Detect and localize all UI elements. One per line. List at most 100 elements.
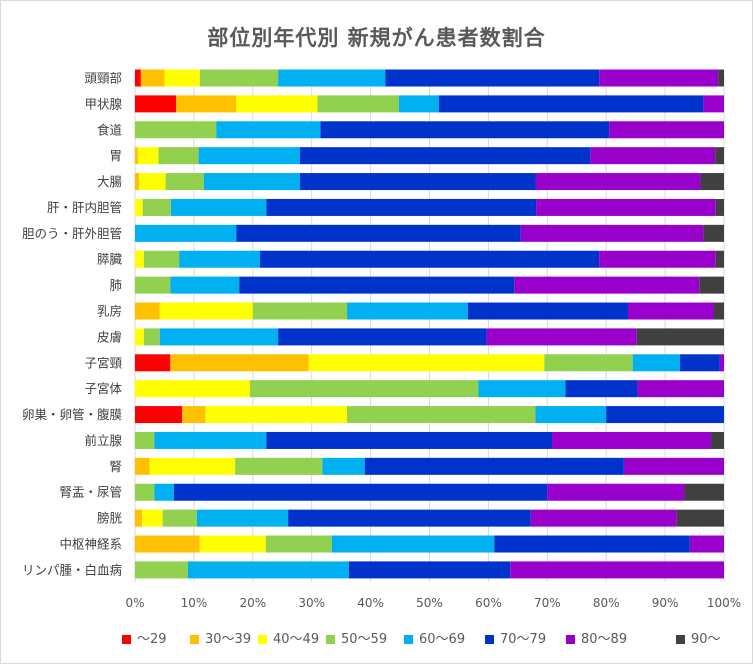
- bar-segment: [438, 95, 704, 113]
- bar-segment: [266, 431, 553, 449]
- bar-segment: [196, 509, 289, 527]
- legend-label: 50～59: [341, 632, 388, 647]
- bar-segment: [547, 483, 685, 501]
- bar-segment: [320, 121, 610, 139]
- bar-segment: [239, 276, 515, 294]
- bar-segment: [266, 198, 537, 216]
- bar-segment: [135, 147, 138, 165]
- bar-segment: [135, 95, 177, 113]
- bar-segment: [535, 406, 607, 424]
- bar-segment: [535, 173, 701, 191]
- bar-segment: [552, 431, 712, 449]
- bar-segment: [347, 406, 536, 424]
- x-tick-label: 10%: [181, 596, 208, 610]
- legend-item: 60～69: [404, 628, 465, 647]
- category-label: 皮膚: [97, 329, 122, 344]
- bar-segment: [135, 276, 171, 294]
- bar-segment: [135, 224, 237, 242]
- legend-item: 70～79: [485, 628, 546, 647]
- bar-segment: [170, 276, 240, 294]
- bar-segment: [398, 95, 439, 113]
- bar-segment: [676, 509, 724, 527]
- bar-segment: [385, 69, 600, 87]
- bar-segment: [159, 328, 279, 346]
- category-label: 大腸: [97, 174, 123, 189]
- bar-segment: [713, 302, 724, 320]
- bar-segment: [703, 95, 724, 113]
- bar-segment: [627, 302, 714, 320]
- bar-segment: [182, 406, 206, 424]
- bar-segment: [599, 69, 719, 87]
- x-tick-label: 50%: [416, 596, 443, 610]
- bar-segment: [590, 147, 716, 165]
- bar-segment: [544, 354, 633, 372]
- bar-segment: [347, 302, 468, 320]
- bar-segment: [135, 328, 144, 346]
- x-tick-label: 60%: [475, 596, 502, 610]
- bar-segment: [331, 535, 495, 553]
- bar-segment: [142, 509, 163, 527]
- bar-segment: [135, 250, 144, 268]
- bar-segment: [636, 328, 724, 346]
- bar-segment: [170, 354, 309, 372]
- legend-label: ～29: [137, 632, 167, 647]
- bar-segment: [135, 457, 150, 475]
- bar-segment: [623, 457, 724, 475]
- bar-segment: [159, 302, 253, 320]
- bar-segment: [162, 509, 197, 527]
- bar-segment: [530, 509, 677, 527]
- bar-segment: [514, 276, 700, 294]
- bar-segment: [308, 354, 545, 372]
- category-label: 子宮体: [84, 381, 122, 396]
- legend-label: 60～69: [419, 632, 466, 647]
- x-tick-label: 100%: [707, 596, 741, 610]
- category-label: 胆のう・肝外胆管: [22, 226, 122, 241]
- bar-segment: [679, 354, 720, 372]
- bar-segment: [236, 224, 521, 242]
- category-label: 膀胱: [97, 511, 123, 526]
- legend-label: 40～49: [273, 632, 320, 647]
- bar-segment: [199, 535, 266, 553]
- bar-segment: [259, 250, 600, 268]
- category-label: 膵臓: [97, 252, 123, 267]
- bar-segment: [249, 380, 479, 398]
- category-label: 卵巣・卵管・腹膜: [22, 407, 122, 422]
- x-tick-label: 40%: [357, 596, 384, 610]
- bar-segment: [158, 147, 199, 165]
- bar-segment: [715, 250, 724, 268]
- bar-segment: [684, 483, 724, 501]
- legend-item: 80～89: [566, 628, 627, 647]
- bar-segment: [599, 250, 716, 268]
- legend-item: ～29: [122, 628, 167, 647]
- bar-segment: [322, 457, 365, 475]
- legend-label: 80～89: [581, 632, 628, 647]
- bar-segment: [299, 173, 536, 191]
- x-tick-label: 70%: [534, 596, 561, 610]
- bar-segment: [299, 147, 591, 165]
- bar-segment: [536, 198, 716, 216]
- x-tick-label: 30%: [298, 596, 325, 610]
- category-label: 中枢神経系: [59, 537, 122, 552]
- bar-segment: [165, 173, 204, 191]
- bar-segment: [135, 406, 183, 424]
- bar-segment: [137, 147, 159, 165]
- chart-title: 部位別年代別 新規がん患者数割合: [207, 26, 546, 50]
- bar-segment: [700, 173, 724, 191]
- bar-segment: [364, 457, 624, 475]
- category-label: 腎: [109, 459, 122, 474]
- bar-segment: [520, 224, 704, 242]
- bar-segment: [135, 509, 143, 527]
- bar-segment: [632, 354, 680, 372]
- legend-swatch: [485, 635, 494, 644]
- bar-segment: [478, 380, 566, 398]
- bar-segment: [199, 69, 279, 87]
- bar-segment: [135, 561, 189, 579]
- bar-segment: [637, 380, 724, 398]
- bar-segment: [278, 69, 386, 87]
- bar-segment: [699, 276, 724, 294]
- legend-item: 50～59: [326, 628, 387, 647]
- bar-segment: [135, 483, 155, 501]
- bar-segment: [135, 431, 155, 449]
- legend-item: 30～39: [190, 628, 251, 647]
